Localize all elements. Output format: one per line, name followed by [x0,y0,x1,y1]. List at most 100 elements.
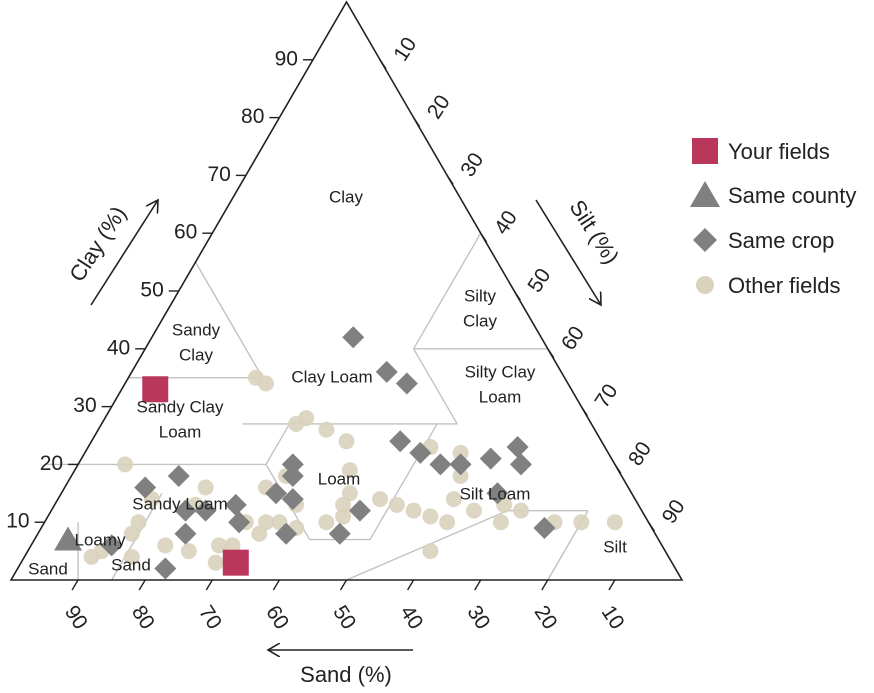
legend-item-same-crop: Same crop [693,228,834,253]
point-same-crop [375,360,398,383]
point-other-fields [512,502,529,519]
point-other-fields [341,462,358,479]
region-label-sandy-clay-loam: Loam [159,422,202,441]
point-same-crop [281,488,304,511]
point-same-crop [100,534,123,557]
silt-tick [547,348,555,359]
point-other-fields [372,491,389,508]
point-other-fields [130,514,147,531]
sand-tick-label: 60 [261,601,293,633]
point-same-crop [174,522,197,545]
clay-tick-label: 90 [275,47,298,70]
clay-axis-title: Clay (%) [64,202,131,286]
region-boundary-line [412,232,482,350]
clay-tick-label: 60 [174,221,197,244]
legend-circle-marker [696,276,714,294]
region-label-loam: Loam [318,469,361,488]
silt-tick-label: 90 [658,496,690,528]
data-points [54,326,623,580]
point-other-fields [422,508,439,525]
region-label-sandy-loam: Sandy Loam [132,494,227,513]
point-other-fields [335,508,352,525]
legend-label-same-county: Same county [728,183,856,208]
region-label-loamy-sand: Loamy [74,530,126,549]
silt-axis-title: Silt (%) [565,195,625,268]
point-other-fields [422,543,439,560]
silt-tick-label: 20 [423,91,455,123]
point-same-crop [409,441,432,464]
point-other-fields [83,548,100,565]
sand-tick [406,579,415,591]
point-same-crop [506,436,529,459]
point-other-fields [207,554,224,571]
clay-tick-label: 20 [40,452,63,475]
clay-tick-label: 10 [6,510,29,533]
silt-tick-label: 80 [624,438,656,470]
sand-tick [205,579,213,591]
silt-tick-label: 30 [456,149,488,181]
clay-tick-label: 50 [140,279,163,302]
point-other-fields [405,502,422,519]
legend-item-same-county: Same county [690,181,856,208]
silt-tick-label: 60 [557,322,589,354]
point-other-fields [257,514,274,531]
clay-tick-label: 80 [241,105,264,128]
sand-tick [138,579,146,591]
point-same-crop [429,453,452,476]
silt-tick-label: 10 [389,33,421,65]
silt-tick [614,464,622,474]
silt-tick [647,521,656,532]
clay-axis-arrow [90,200,158,306]
silt-tick [513,290,521,301]
point-your-fields [222,549,249,576]
point-other-fields [335,496,352,513]
point-other-fields [197,479,214,496]
point-same-crop [154,557,177,580]
silt-tick-label: 40 [490,207,522,239]
region-label-silty-clay-loam: Loam [479,387,522,406]
point-other-fields [251,525,268,542]
point-other-fields [211,537,228,554]
point-same-crop [348,499,371,522]
sand-tick [474,579,482,591]
silt-tick [379,59,387,70]
silt-axis-arrow [535,199,601,305]
legend: Your fields Same county Same crop Other … [690,138,856,298]
region-boundary-line [194,261,264,379]
region-boundary-line [412,348,458,425]
region-label-silty-clay: Silty [464,286,497,305]
point-other-fields [224,537,241,554]
region-label-clay: Clay [329,187,364,206]
region-boundaries [44,232,589,581]
point-other-fields [445,491,462,508]
point-other-fields [465,502,482,519]
legend-square-marker [692,138,718,164]
region-boundary-line [265,423,291,465]
silt-tick-label: 50 [523,264,555,296]
point-other-fields [123,548,140,565]
point-other-fields [117,456,134,473]
point-same-crop [265,482,288,505]
clay-tick-label: 40 [107,336,130,359]
legend-item-your-fields: Your fields [692,138,830,164]
sand-tick-label: 70 [194,601,226,633]
silt-tick [413,117,421,127]
point-other-fields [180,543,197,560]
point-other-fields [573,514,590,531]
point-same-crop [224,493,247,516]
silt-tick [580,406,588,416]
sand-tick [272,579,281,591]
sand-tick-label: 90 [60,601,92,633]
point-other-fields [452,444,469,461]
region-label-silt-loam: Silt Loam [460,484,531,503]
sand-tick-label: 30 [462,601,494,633]
region-labels: Clay Silty Clay Sandy Clay Clay Loam Silty Cla… [28,187,627,578]
sand-tick [608,579,616,591]
region-label-clay-loam: Clay Loam [291,367,372,386]
point-same-crop [167,464,190,487]
sand-tick-label: 10 [597,601,629,633]
point-other-fields [318,514,335,531]
legend-diamond-marker [693,228,717,252]
point-same-crop [134,476,157,499]
